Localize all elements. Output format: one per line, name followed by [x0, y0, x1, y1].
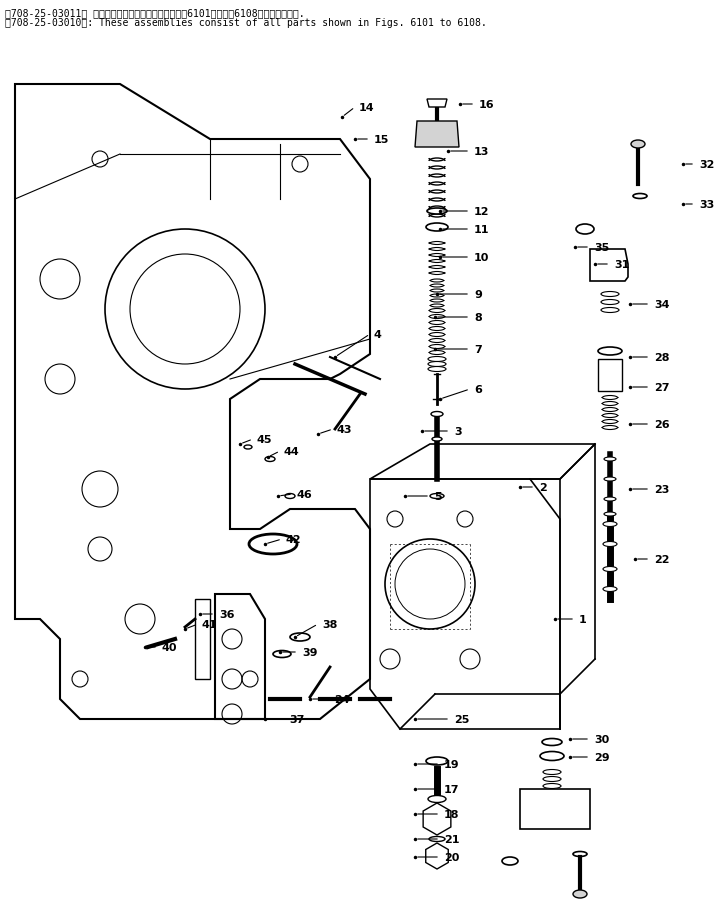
Text: 9: 9 — [474, 290, 482, 300]
Ellipse shape — [427, 209, 447, 215]
Ellipse shape — [429, 836, 445, 842]
Text: 17: 17 — [444, 784, 459, 794]
Ellipse shape — [604, 477, 616, 482]
Text: 23: 23 — [654, 485, 669, 495]
Ellipse shape — [290, 633, 310, 641]
Ellipse shape — [273, 650, 291, 658]
Ellipse shape — [631, 141, 645, 148]
Text: 12: 12 — [474, 207, 489, 217]
Text: 42: 42 — [286, 535, 301, 545]
Text: 11: 11 — [474, 225, 489, 235]
Ellipse shape — [428, 795, 446, 803]
Text: 22: 22 — [654, 555, 670, 565]
Ellipse shape — [576, 225, 594, 235]
Ellipse shape — [244, 445, 252, 449]
Text: 3: 3 — [454, 426, 462, 436]
Ellipse shape — [601, 308, 619, 313]
Text: 8: 8 — [474, 312, 482, 322]
Ellipse shape — [426, 224, 448, 231]
Text: 15: 15 — [374, 135, 389, 145]
Text: 13: 13 — [474, 147, 489, 157]
Text: 28: 28 — [654, 353, 670, 363]
Text: 10: 10 — [474, 252, 489, 262]
Ellipse shape — [573, 852, 587, 856]
Ellipse shape — [543, 777, 561, 782]
Ellipse shape — [285, 494, 295, 499]
Ellipse shape — [432, 437, 442, 442]
Text: 30: 30 — [594, 734, 609, 744]
Text: 39: 39 — [302, 648, 317, 657]
Text: 【708-25-03011】 これらのアセンブリの構成部品は第6101図から第6108図まで含みます.: 【708-25-03011】 これらのアセンブリの構成部品は第6101図から第6… — [5, 8, 304, 18]
Text: 16: 16 — [479, 100, 494, 110]
Polygon shape — [427, 100, 447, 107]
Ellipse shape — [428, 357, 446, 362]
Ellipse shape — [604, 457, 616, 462]
Text: 27: 27 — [654, 383, 670, 393]
Text: 1: 1 — [579, 614, 587, 624]
Ellipse shape — [428, 367, 446, 372]
Ellipse shape — [603, 522, 617, 527]
Text: 34: 34 — [654, 300, 670, 310]
Ellipse shape — [502, 857, 518, 865]
Ellipse shape — [543, 783, 561, 789]
Text: 6: 6 — [474, 384, 482, 394]
Ellipse shape — [598, 348, 622, 355]
Text: 35: 35 — [594, 242, 609, 252]
Text: 41: 41 — [202, 619, 218, 630]
Ellipse shape — [426, 757, 448, 765]
Ellipse shape — [428, 362, 446, 367]
Ellipse shape — [633, 194, 647, 200]
Text: 26: 26 — [654, 420, 670, 429]
Text: 36: 36 — [219, 609, 234, 619]
Text: 20: 20 — [444, 852, 459, 862]
Text: 14: 14 — [359, 103, 375, 113]
Ellipse shape — [249, 535, 297, 555]
Text: 21: 21 — [444, 834, 459, 844]
Ellipse shape — [543, 770, 561, 774]
Text: 45: 45 — [257, 435, 272, 445]
Ellipse shape — [603, 567, 617, 572]
Text: 29: 29 — [594, 752, 609, 763]
Text: 24: 24 — [334, 694, 349, 704]
Text: 46: 46 — [297, 489, 313, 499]
Ellipse shape — [542, 739, 562, 746]
Text: 4: 4 — [374, 330, 382, 340]
Ellipse shape — [540, 752, 564, 761]
Ellipse shape — [430, 494, 444, 499]
Text: 【708-25-03010】: These assemblies consist of all parts shown in Figs. 6101 to 610: 【708-25-03010】: These assemblies consist… — [5, 18, 487, 28]
Text: 43: 43 — [337, 425, 352, 435]
Polygon shape — [415, 122, 459, 148]
Text: 31: 31 — [614, 260, 630, 270]
Text: 32: 32 — [699, 159, 714, 169]
Text: 44: 44 — [284, 446, 300, 456]
Text: 2: 2 — [539, 483, 547, 493]
Ellipse shape — [604, 512, 616, 517]
Ellipse shape — [601, 292, 619, 297]
Text: 33: 33 — [699, 200, 714, 210]
Text: 40: 40 — [162, 642, 178, 652]
Text: 18: 18 — [444, 809, 459, 819]
Ellipse shape — [601, 300, 619, 305]
Text: 38: 38 — [322, 619, 337, 630]
Ellipse shape — [573, 890, 587, 898]
Ellipse shape — [603, 587, 617, 592]
Ellipse shape — [265, 457, 275, 462]
Text: 25: 25 — [454, 714, 470, 724]
Ellipse shape — [604, 497, 616, 501]
Text: 19: 19 — [444, 759, 459, 769]
Ellipse shape — [431, 412, 443, 417]
Bar — [195, 599, 210, 680]
Bar — [598, 360, 622, 392]
Text: 7: 7 — [474, 344, 482, 354]
Text: 5: 5 — [434, 491, 442, 501]
Ellipse shape — [603, 542, 617, 547]
Text: 37: 37 — [289, 714, 304, 724]
